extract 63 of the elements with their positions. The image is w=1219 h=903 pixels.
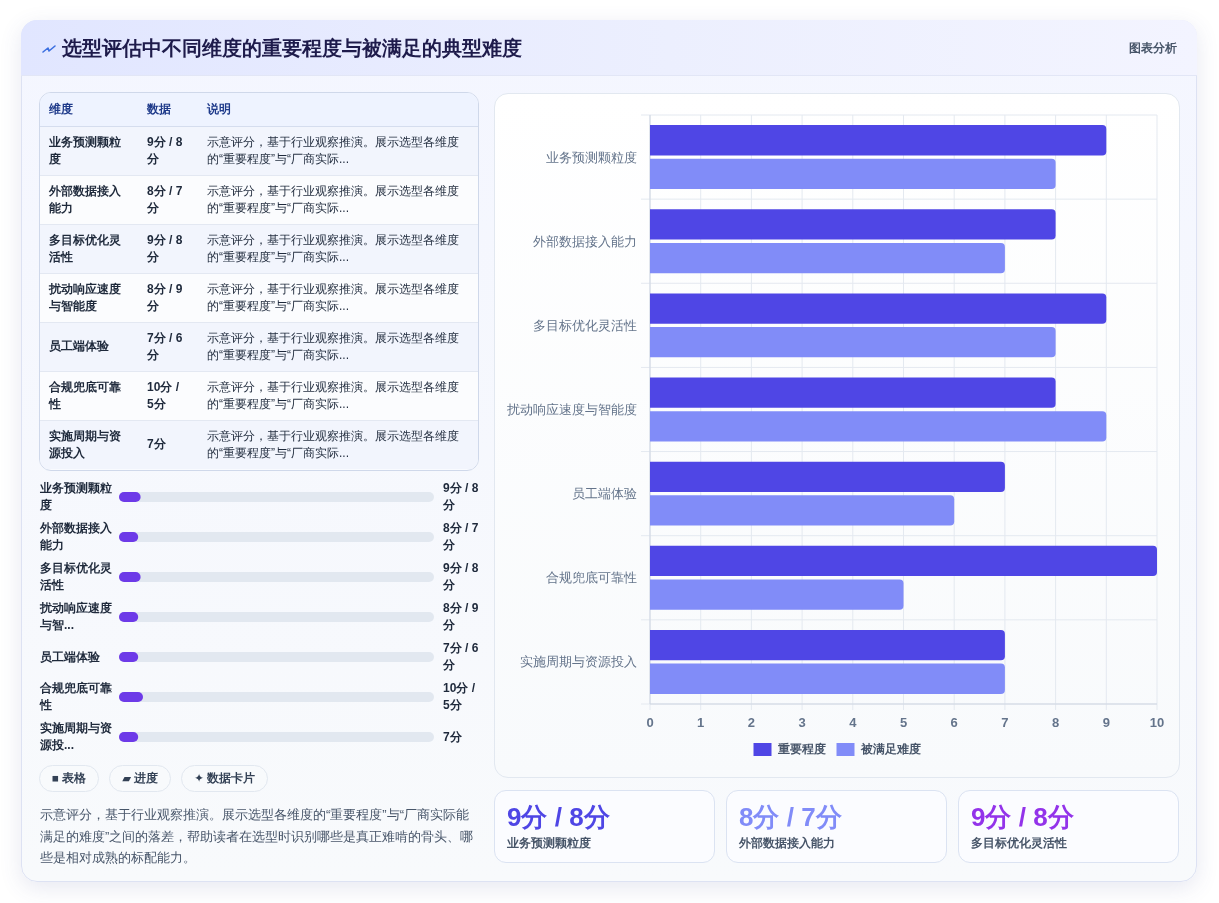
text: 示意评分，基于行业观察推演。展示选型各维度的“重要程度”与“厂商实际... [198,322,478,371]
x-tick-label: 8 [1051,714,1060,730]
category-label: 业务预测颗粒度 [507,835,591,851]
text: 9分 / 8分 [443,480,479,514]
text: 示意评分，基于行业观察推演。展示选型各维度的“重要程度”与“厂商实际... [198,420,478,469]
x-tick-label: 7 [1001,714,1009,730]
y-tick-label: 扰动响应速度与智能度 [506,402,637,417]
text: 10分 / 5分 [147,379,180,411]
text: 示意评分，基于行业观察推演。展示选型各维度的“重要程度”与“厂商实际... [198,126,478,175]
text: 9分 / 8分 [147,232,183,264]
text: 数据 [138,93,198,126]
x-tick-label: 4 [849,714,858,730]
text: 示意评分，基于行业观察推演。展示选型各维度的“重要程度”与“厂商实际... [198,273,478,322]
x-tick-label: 1 [697,714,705,730]
y-tick-label: 外部数据接入能力 [40,520,113,554]
legend-label: 被满足难度 [859,742,921,756]
y-tick-label: 多目标优化灵活性 [533,317,637,333]
y-tick-label: 实施周期与资源投入 [520,654,637,670]
legend-label: 重要程度 [776,742,826,756]
text: 图表分析 [1129,40,1177,56]
x-tick-label: 10 [1149,714,1165,730]
text: 10分 / 5分 [443,680,476,714]
x-tick-label: 6 [950,714,958,730]
x-tick-label: 9 [1102,714,1110,730]
text: 9分 / 8分 [507,802,610,832]
text: 9分 / 8分 [971,802,1074,832]
text: 8分 / 7分 [443,520,479,554]
y-tick-label: 员工端体验 [40,648,101,666]
text: ✦ 数据卡片 [181,765,269,792]
y-tick-label: 业务预测颗粒度 [546,149,637,165]
text: 9分 / 8分 [443,560,479,594]
y-tick-label: 实施周期与资源投... [40,720,113,754]
y-tick-label: 外部数据接入能力 [533,233,637,249]
text: 选型评估中不同维度的重要程度与被满足的典型难度 [62,36,522,61]
text: 示意评分，基于行业观察推演。展示选型各维度的“重要程度”与“厂商实际... [198,371,478,420]
text: 示意评分，基于行业观察推演。展示选型各维度的“重要程度”与“厂商实际能满足的难度”之间的落差，帮助读者在选型时识别哪些是真正难啃的骨头、哪些是相对成熟的标配能力。 [40,806,475,867]
text: 示意评分，基于行业观察推演。展示选型各维度的“重要程度”与“厂商实际... [198,175,478,224]
text: ■ 表格 [39,765,100,792]
text: 8分 / 7分 [739,802,842,832]
text: 9分 / 8分 [147,134,183,166]
x-tick-label: 0 [646,714,654,730]
text: 7分 / 6分 [147,330,183,362]
x-tick-label: 5 [899,714,908,730]
text: 8分 / 9分 [443,600,479,634]
text: 8分 / 7分 [147,183,183,215]
y-tick-label: 员工端体验 [572,486,637,502]
x-tick-label: 2 [747,714,756,730]
text: 示意评分，基于行业观察推演。展示选型各维度的“重要程度”与“厂商实际... [198,224,478,273]
text: 7分 [147,437,166,452]
y-tick-label: 合规兜底可靠性 [546,570,637,586]
text: 8分 / 9分 [147,281,183,313]
text: ▰ 进度 [109,765,172,792]
text: 7分 / 6分 [443,640,479,674]
y-tick-label: 业务预测颗粒度 [40,480,113,514]
category-label: 多目标优化灵活性 [971,835,1067,851]
y-tick-label: 合规兜底可靠性 [40,680,113,714]
text: 说明 [198,93,478,126]
x-tick-label: 3 [798,714,806,730]
text: 维度 [40,93,138,126]
y-tick-label: 多目标优化灵活性 [40,560,113,594]
text: 7分 [443,728,463,746]
y-tick-label: 扰动响应速度与智... [40,600,113,634]
category-label: 外部数据接入能力 [739,835,835,851]
